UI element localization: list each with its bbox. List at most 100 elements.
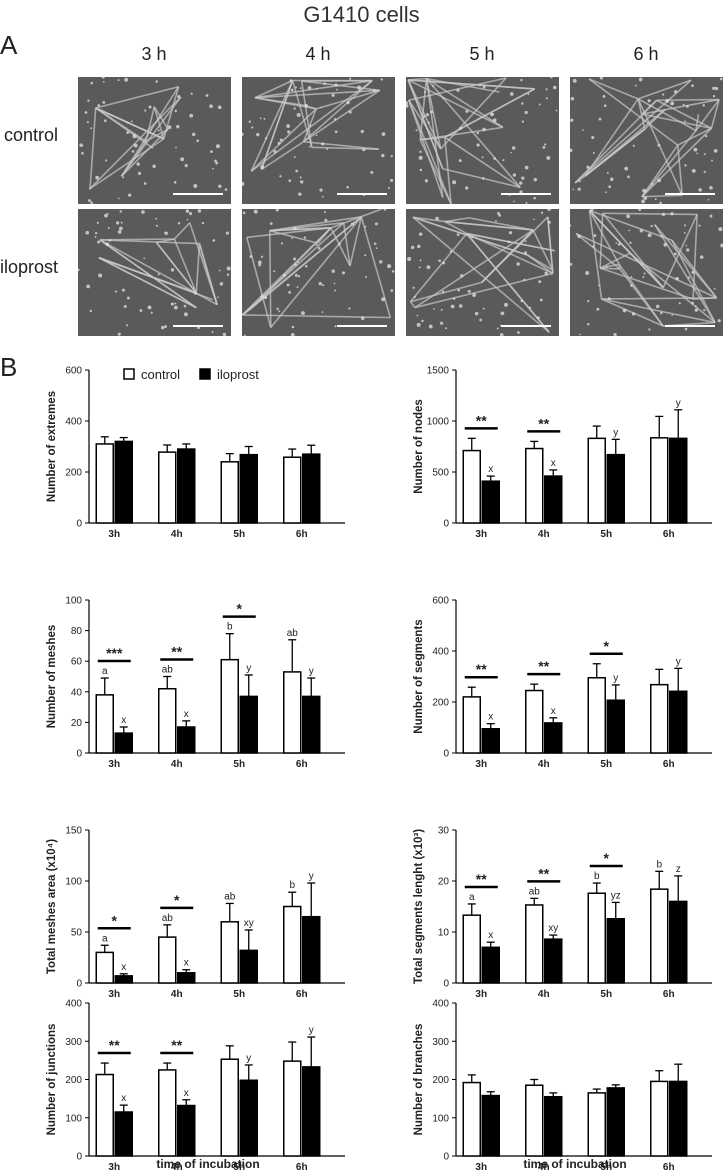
y-axis-label: Number of branches xyxy=(413,1024,425,1136)
time-label-4h: 4 h xyxy=(305,44,331,64)
bar-iloprost-4h xyxy=(544,1095,563,1157)
micrograph-iloprost-4h xyxy=(242,209,395,336)
y-tick-label: 0 xyxy=(443,979,449,990)
letter-control: b xyxy=(594,871,600,882)
letter-iloprost: y xyxy=(246,1053,251,1064)
bar-iloprost-4h xyxy=(177,1104,196,1157)
y-tick-label: 0 xyxy=(443,1152,449,1163)
y-tick-label: 10 xyxy=(438,928,450,939)
legend-iloprost-swatch xyxy=(199,368,211,380)
micrograph-iloprost-5h xyxy=(406,209,559,336)
bar-control-4h xyxy=(525,689,544,754)
x-tick-label: 3h xyxy=(108,1162,120,1173)
chart-4: 0 200 400 600 Number of segments 3h x ** 4h x ** 5h… xyxy=(413,596,712,770)
x-tick-label: 4h xyxy=(538,759,550,770)
chart-6: 0 10 20 30 Total segments lenght (x10³) 3h a x *… xyxy=(413,826,712,1000)
y-tick-label: 20 xyxy=(438,877,450,888)
letter-iloprost: x xyxy=(488,464,493,475)
y-tick-label: 500 xyxy=(432,468,449,479)
bar-control-3h xyxy=(462,696,481,754)
figure-title: G1410 cells xyxy=(303,2,420,27)
bar-iloprost-3h xyxy=(481,728,500,754)
y-tick-label: 200 xyxy=(65,468,82,479)
significance-stars: * xyxy=(604,638,610,654)
bar-control-5h xyxy=(587,677,606,754)
bar-iloprost-3h xyxy=(481,480,500,524)
x-tick-label: 5h xyxy=(233,1162,245,1173)
y-axis-label: Number of nodes xyxy=(413,399,425,494)
bar-control-5h xyxy=(220,461,239,524)
panel-b-letter: B xyxy=(0,352,18,382)
bar-control-3h xyxy=(462,449,481,524)
y-tick-label: 200 xyxy=(432,698,449,709)
bar-iloprost-3h xyxy=(114,440,133,524)
y-tick-label: 1500 xyxy=(427,366,450,377)
micrograph-control-4h xyxy=(242,77,395,204)
bar-iloprost-6h xyxy=(302,1066,321,1157)
y-tick-label: 0 xyxy=(76,1152,82,1163)
letter-iloprost: x xyxy=(121,962,126,973)
y-axis-label: Number of meshes xyxy=(46,625,58,729)
chart-8: 0 100 200 300 400 Number of branches 3h 4h 5h 6h xyxy=(413,999,712,1173)
y-tick-label: 0 xyxy=(443,749,449,760)
significance-stars: ** xyxy=(476,661,487,677)
bar-control-4h xyxy=(158,936,177,984)
y-tick-label: 300 xyxy=(432,1037,449,1048)
x-tick-label: 6h xyxy=(296,759,308,770)
significance-stars: ** xyxy=(109,1037,120,1053)
bar-control-6h xyxy=(650,437,669,524)
x-tick-label: 3h xyxy=(475,759,487,770)
bar-iloprost-6h xyxy=(669,437,688,524)
letter-iloprost: y xyxy=(309,666,314,677)
bar-control-6h xyxy=(650,888,669,984)
bar-iloprost-5h xyxy=(606,699,625,754)
letter-control: a xyxy=(102,933,108,944)
legend-control-label: control xyxy=(141,367,180,382)
micrograph-iloprost-6h xyxy=(570,209,723,336)
y-tick-label: 0 xyxy=(76,979,82,990)
bar-iloprost-5h xyxy=(239,1079,258,1157)
letter-iloprost: x xyxy=(551,706,556,717)
bar-iloprost-4h xyxy=(177,726,196,754)
bar-iloprost-4h xyxy=(177,448,196,524)
bar-control-6h xyxy=(650,1080,669,1157)
y-tick-label: 20 xyxy=(71,718,83,729)
y-tick-label: 40 xyxy=(71,687,83,698)
letter-control: b xyxy=(656,859,662,870)
x-tick-label: 4h xyxy=(171,529,183,540)
micrograph-control-3h xyxy=(78,77,231,204)
x-tick-label: 4h xyxy=(171,989,183,1000)
significance-stars: * xyxy=(237,601,243,617)
x-tick-label: 6h xyxy=(296,989,308,1000)
xlabel-left: time of incubation xyxy=(156,1157,259,1171)
bar-iloprost-5h xyxy=(239,453,258,524)
bar-iloprost-5h xyxy=(606,917,625,984)
x-tick-label: 4h xyxy=(538,1162,550,1173)
bar-control-6h xyxy=(283,456,302,524)
y-tick-label: 100 xyxy=(65,1113,82,1124)
x-tick-label: 4h xyxy=(171,1162,183,1173)
significance-stars: ** xyxy=(538,415,549,431)
bar-control-5h xyxy=(220,1058,239,1157)
y-tick-label: 400 xyxy=(65,417,82,428)
significance-stars: * xyxy=(604,850,610,866)
xlabel-right: time of incubation xyxy=(523,1157,626,1171)
y-tick-label: 80 xyxy=(71,626,83,637)
y-tick-label: 0 xyxy=(76,749,82,760)
x-tick-label: 4h xyxy=(538,989,550,1000)
legend: control iloprost xyxy=(123,367,259,382)
letter-iloprost: x xyxy=(551,458,556,469)
bar-control-5h xyxy=(220,658,239,754)
time-label-6h: 6 h xyxy=(633,44,659,64)
x-tick-label: 6h xyxy=(296,1162,308,1173)
bar-iloprost-5h xyxy=(606,1087,625,1157)
y-tick-label: 300 xyxy=(65,1037,82,1048)
letter-control: a xyxy=(469,892,475,903)
y-tick-label: 400 xyxy=(65,999,82,1010)
letter-iloprost: xy xyxy=(548,923,558,934)
bar-control-3h xyxy=(95,1073,114,1157)
legend-iloprost-label: iloprost xyxy=(217,367,259,382)
y-tick-label: 1000 xyxy=(427,417,450,428)
letter-iloprost: x xyxy=(488,712,493,723)
